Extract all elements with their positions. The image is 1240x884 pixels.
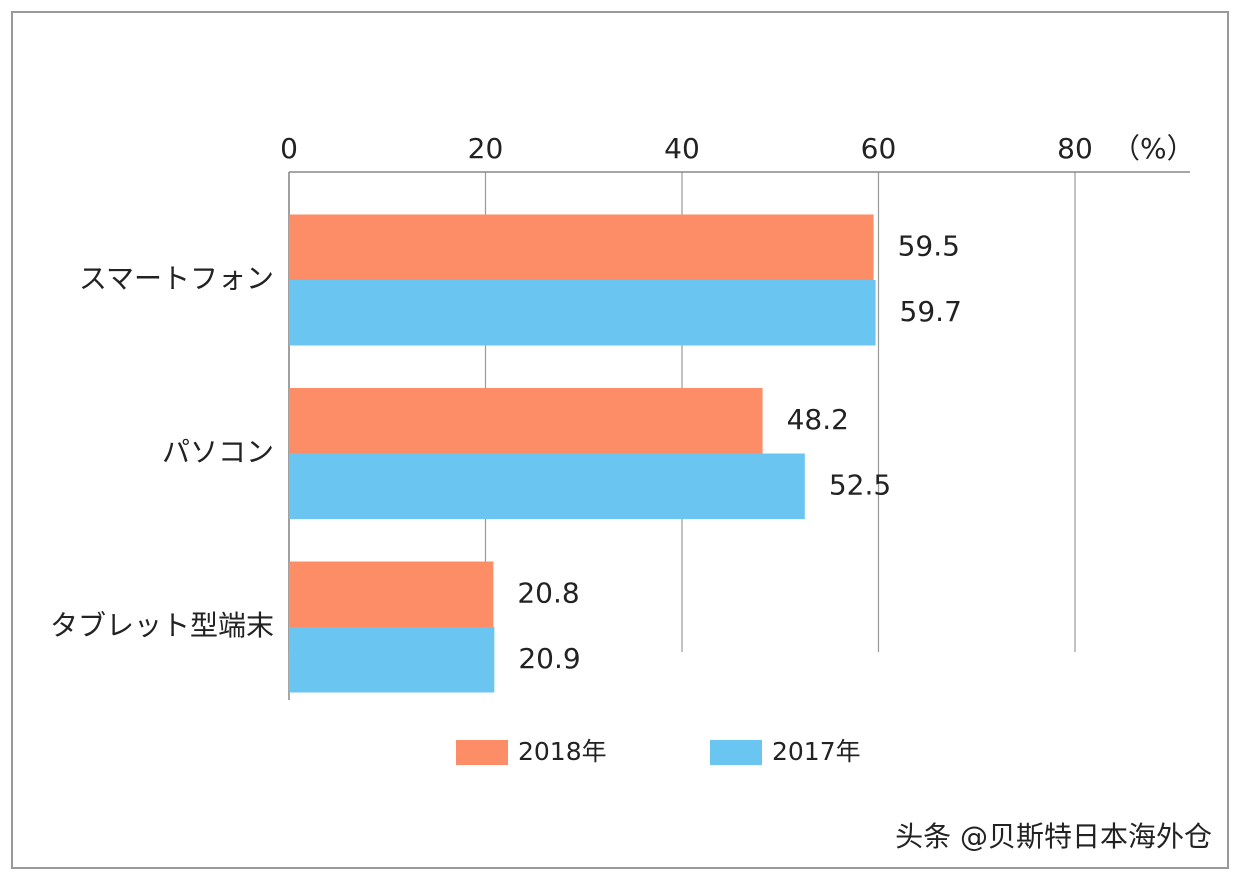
- bar: [289, 561, 494, 627]
- legend-label: 2017年: [772, 737, 861, 766]
- x-tick-label: 20: [468, 132, 504, 165]
- bar: [289, 453, 805, 519]
- legend-label: 2018年: [518, 737, 607, 766]
- y-tick-label: スマートフォン: [79, 262, 274, 295]
- x-tick-label: 80: [1057, 132, 1093, 165]
- bar: [289, 627, 495, 693]
- y-tick-label: パソコン: [162, 436, 274, 469]
- bar: [289, 388, 763, 454]
- legend-swatch: [456, 740, 508, 765]
- value-label: 59.7: [900, 295, 962, 328]
- unit-label: （%）: [1112, 132, 1195, 165]
- value-label: 52.5: [829, 468, 891, 501]
- watermark: 头条 @贝斯特日本海外仓: [895, 820, 1212, 853]
- value-label: 20.9: [518, 642, 580, 675]
- bar: [289, 280, 876, 346]
- value-label: 48.2: [787, 403, 849, 436]
- x-tick-label: 60: [861, 132, 897, 165]
- x-tick-label: 0: [280, 132, 298, 165]
- legend-swatch: [710, 740, 762, 765]
- value-label: 59.5: [898, 229, 960, 262]
- bar: [289, 214, 874, 280]
- x-tick-label: 40: [664, 132, 700, 165]
- value-label: 20.8: [517, 576, 579, 609]
- y-tick-label: タブレット型端末: [50, 609, 274, 642]
